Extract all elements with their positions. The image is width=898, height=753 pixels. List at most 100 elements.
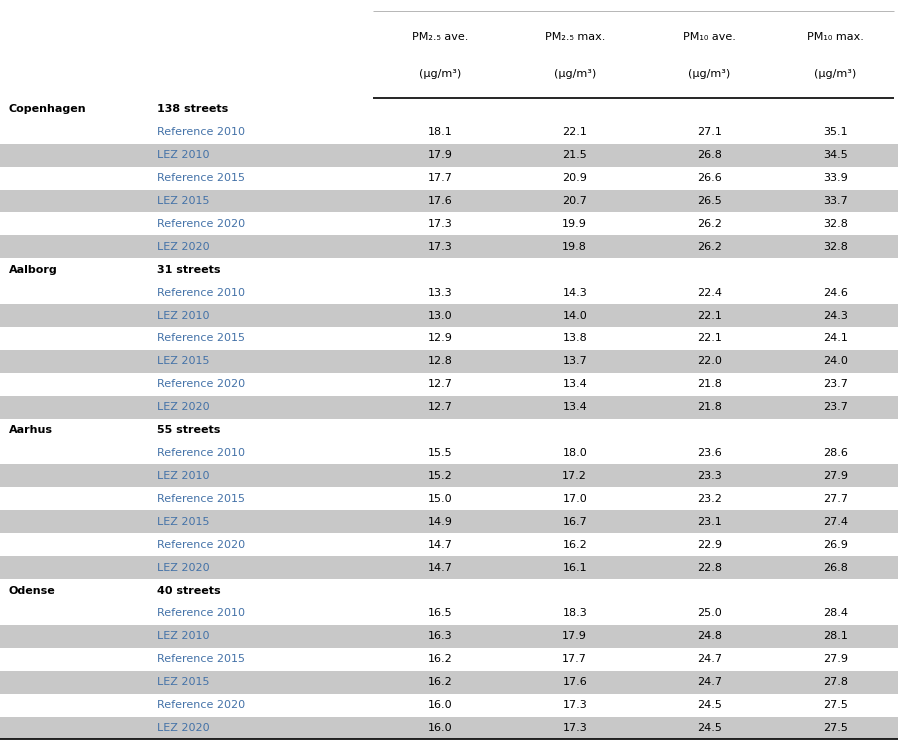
Text: 16.2: 16.2 <box>427 654 453 664</box>
Bar <box>0 350 898 373</box>
Bar <box>0 144 898 166</box>
Text: 16.2: 16.2 <box>427 677 453 687</box>
Text: 24.8: 24.8 <box>697 631 722 642</box>
Text: 19.9: 19.9 <box>562 219 587 229</box>
Text: 17.7: 17.7 <box>427 173 453 183</box>
Text: 17.0: 17.0 <box>562 494 587 504</box>
Text: 19.8: 19.8 <box>562 242 587 252</box>
Text: 22.1: 22.1 <box>697 310 722 321</box>
Text: 24.5: 24.5 <box>697 700 722 710</box>
Text: 22.1: 22.1 <box>562 127 587 137</box>
Text: 14.7: 14.7 <box>427 540 453 550</box>
Text: LEZ 2010: LEZ 2010 <box>157 631 209 642</box>
Text: 16.0: 16.0 <box>427 723 453 733</box>
Text: 12.7: 12.7 <box>427 402 453 412</box>
Text: 17.9: 17.9 <box>562 631 587 642</box>
Text: 16.0: 16.0 <box>427 700 453 710</box>
Text: 15.5: 15.5 <box>427 448 453 458</box>
Text: 15.0: 15.0 <box>427 494 453 504</box>
Bar <box>0 717 898 739</box>
Text: 33.7: 33.7 <box>823 196 848 206</box>
Text: 27.1: 27.1 <box>697 127 722 137</box>
Text: LEZ 2020: LEZ 2020 <box>157 562 210 572</box>
Text: Reference 2015: Reference 2015 <box>157 654 245 664</box>
Text: LEZ 2020: LEZ 2020 <box>157 723 210 733</box>
Text: 21.8: 21.8 <box>697 380 722 389</box>
Text: 35.1: 35.1 <box>823 127 848 137</box>
Text: PM₁₀ ave.: PM₁₀ ave. <box>683 32 735 42</box>
Text: 16.5: 16.5 <box>427 608 453 618</box>
Text: 15.2: 15.2 <box>427 471 453 481</box>
Text: 27.9: 27.9 <box>823 471 848 481</box>
Text: (μg/m³): (μg/m³) <box>553 69 596 78</box>
Text: Copenhagen: Copenhagen <box>9 105 86 114</box>
Text: 24.5: 24.5 <box>697 723 722 733</box>
Text: 18.0: 18.0 <box>562 448 587 458</box>
Text: 13.7: 13.7 <box>562 356 587 367</box>
Bar <box>0 511 898 533</box>
Text: 14.3: 14.3 <box>562 288 587 297</box>
Text: 28.1: 28.1 <box>823 631 848 642</box>
Text: 55 streets: 55 streets <box>157 425 221 435</box>
Text: 138 streets: 138 streets <box>157 105 228 114</box>
Text: 26.2: 26.2 <box>697 242 722 252</box>
Text: 32.8: 32.8 <box>823 242 848 252</box>
Text: 13.4: 13.4 <box>562 402 587 412</box>
Text: LEZ 2015: LEZ 2015 <box>157 356 209 367</box>
Text: Reference 2015: Reference 2015 <box>157 173 245 183</box>
Text: Reference 2010: Reference 2010 <box>157 127 245 137</box>
Text: (μg/m³): (μg/m³) <box>418 69 462 78</box>
Text: PM₂.₅ max.: PM₂.₅ max. <box>544 32 605 42</box>
Text: LEZ 2015: LEZ 2015 <box>157 677 209 687</box>
Bar <box>0 671 898 694</box>
Text: 28.6: 28.6 <box>823 448 848 458</box>
Bar <box>0 465 898 487</box>
Text: 14.0: 14.0 <box>562 310 587 321</box>
Text: 23.7: 23.7 <box>823 402 848 412</box>
Text: (μg/m³): (μg/m³) <box>688 69 731 78</box>
Text: 26.6: 26.6 <box>697 173 722 183</box>
Text: Reference 2020: Reference 2020 <box>157 540 245 550</box>
Text: Reference 2010: Reference 2010 <box>157 288 245 297</box>
Text: Reference 2015: Reference 2015 <box>157 334 245 343</box>
Text: Reference 2015: Reference 2015 <box>157 494 245 504</box>
Text: 22.9: 22.9 <box>697 540 722 550</box>
Text: 12.8: 12.8 <box>427 356 453 367</box>
Text: 23.7: 23.7 <box>823 380 848 389</box>
Text: 21.5: 21.5 <box>562 150 587 160</box>
Text: Reference 2020: Reference 2020 <box>157 219 245 229</box>
Text: 13.4: 13.4 <box>562 380 587 389</box>
Text: Reference 2020: Reference 2020 <box>157 380 245 389</box>
Text: 17.2: 17.2 <box>562 471 587 481</box>
Text: 27.4: 27.4 <box>823 517 848 527</box>
Text: 22.1: 22.1 <box>697 334 722 343</box>
Text: 17.3: 17.3 <box>427 242 453 252</box>
Bar <box>0 236 898 258</box>
Text: 24.3: 24.3 <box>823 310 848 321</box>
Text: 23.2: 23.2 <box>697 494 722 504</box>
Text: 16.3: 16.3 <box>427 631 453 642</box>
Text: LEZ 2015: LEZ 2015 <box>157 196 209 206</box>
Text: (μg/m³): (μg/m³) <box>814 69 857 78</box>
Text: 17.7: 17.7 <box>562 654 587 664</box>
Text: 24.7: 24.7 <box>697 654 722 664</box>
Text: 23.3: 23.3 <box>697 471 722 481</box>
Text: 26.5: 26.5 <box>697 196 722 206</box>
Text: 17.3: 17.3 <box>562 723 587 733</box>
Text: 26.8: 26.8 <box>823 562 848 572</box>
Text: 20.7: 20.7 <box>562 196 587 206</box>
Text: 17.3: 17.3 <box>427 219 453 229</box>
Text: 16.2: 16.2 <box>562 540 587 550</box>
Text: Odense: Odense <box>9 586 56 596</box>
Text: 25.0: 25.0 <box>697 608 722 618</box>
Text: 27.7: 27.7 <box>823 494 848 504</box>
Text: PM₂.₅ ave.: PM₂.₅ ave. <box>412 32 468 42</box>
Bar <box>0 190 898 212</box>
Text: 18.1: 18.1 <box>427 127 453 137</box>
Text: 21.8: 21.8 <box>697 402 722 412</box>
Text: 20.9: 20.9 <box>562 173 587 183</box>
Text: 26.2: 26.2 <box>697 219 722 229</box>
Text: 27.5: 27.5 <box>823 723 848 733</box>
Text: Reference 2020: Reference 2020 <box>157 700 245 710</box>
Text: 18.3: 18.3 <box>562 608 587 618</box>
